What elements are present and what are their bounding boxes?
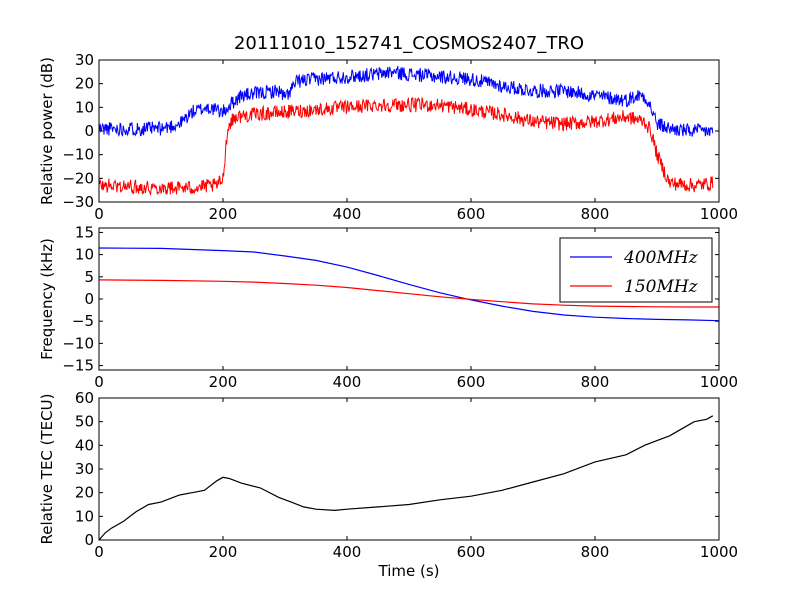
y-tick-label: −10: [62, 146, 94, 164]
series-line-150mhz: [99, 279, 719, 308]
y-axis-label: Relative power (dB): [38, 57, 56, 205]
series-line-1-1: [99, 65, 714, 138]
y-tick-label: −15: [62, 357, 94, 375]
panels: 0 200 400 600 800 1000−30−20−100102030Relativ…: [38, 51, 738, 580]
y-tick-label: 10: [75, 246, 94, 264]
y-tick-label: 10: [75, 98, 94, 116]
x-tick-label: 400: [333, 373, 362, 391]
x-axis-label: Time (s): [378, 562, 440, 580]
x-tick-label: 400: [333, 205, 362, 223]
x-tick-label: 1000: [700, 373, 738, 391]
y-tick-label: 20: [75, 75, 94, 93]
y-tick-label: 50: [75, 413, 94, 431]
x-tick-label: 0: [94, 373, 104, 391]
legend-label: 400MHz: [623, 248, 699, 268]
x-tick-label: 0: [94, 205, 104, 223]
legend-box: [559, 237, 713, 303]
series-line-400mhz: [99, 247, 719, 322]
series-line-1-2: [99, 96, 714, 197]
x-tick-label: 200: [209, 205, 238, 223]
legend-label: 150MHz: [624, 277, 699, 297]
y-tick-label: 0: [84, 122, 94, 140]
x-tick-label: 0: [94, 543, 104, 561]
y-tick-label: 20: [75, 484, 94, 502]
x-tick-label: 600: [457, 205, 486, 223]
y-tick-label: 5: [84, 268, 94, 286]
panel-2: 0 200 400 600 800 1000 −15 −10 −5 0 5 10 15 Frequency…: [38, 223, 738, 391]
series-line-3-1: [99, 415, 714, 540]
y-tick-label: 30: [75, 51, 94, 69]
panel-1: 0 200 400 600 800 1000 −30 −20 −10 0 10 20 30 Relativ…: [38, 51, 738, 223]
y-tick-label: −10: [62, 334, 94, 352]
y-tick-label: 60: [75, 389, 94, 407]
x-tick-label: 200: [209, 543, 238, 561]
y-tick-label: 10: [75, 507, 94, 525]
y-axis-label: Relative TEC (TECU): [38, 394, 56, 545]
x-tick-label: 800: [581, 205, 610, 223]
x-tick-label: 800: [581, 373, 610, 391]
y-tick-label: 15: [75, 223, 94, 241]
y-axis-label: Frequency (kHz): [38, 238, 56, 360]
figure-title: 20111010_152741_COSMOS2407_TRO: [234, 33, 584, 54]
y-tick-label: 30: [75, 460, 94, 478]
x-tick-label: 1000: [700, 205, 738, 223]
x-tick-label: 800: [581, 543, 610, 561]
y-tick-label: −30: [62, 193, 94, 211]
y-tick-label: 0: [84, 531, 94, 549]
legend: 400MHz 150MHz: [559, 237, 713, 303]
y-tick-label: 0: [84, 290, 94, 308]
x-tick-label: 1000: [700, 543, 738, 561]
x-tick-label: 600: [457, 543, 486, 561]
x-tick-label: 200: [209, 373, 238, 391]
y-tick-label: −5: [72, 312, 94, 330]
y-tick-label: 40: [75, 436, 94, 454]
x-tick-label: 600: [457, 373, 486, 391]
y-tick-label: −20: [62, 169, 94, 187]
x-tick-label: 400: [333, 543, 362, 561]
